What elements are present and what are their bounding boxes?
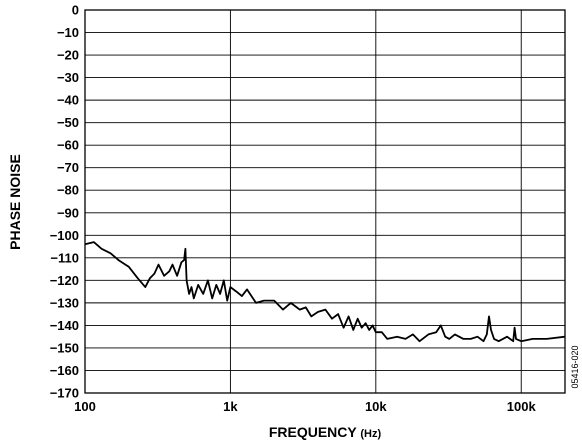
series-group: [84, 241, 566, 343]
y-tick-label: −80: [57, 183, 79, 198]
x-axis-title-main: FREQUENCY: [269, 424, 358, 440]
x-tick-label: 1k: [223, 399, 238, 414]
y-tick-label: −60: [57, 138, 79, 153]
y-tick-label: −110: [50, 250, 79, 265]
phase-noise-series-line: [84, 241, 566, 343]
y-tick-label: −90: [57, 205, 79, 220]
y-axis-title: PHASE NOISE: [7, 154, 23, 250]
y-tick-label: 0: [72, 3, 79, 18]
grid: [84, 9, 565, 394]
x-tick-label: 10k: [365, 399, 387, 414]
y-tick-label: −150: [50, 340, 79, 355]
y-tick-label: −160: [50, 363, 79, 378]
x-tick-label: 100k: [507, 399, 537, 414]
x-tick-label: 100: [74, 399, 96, 414]
y-tick-label: −70: [57, 160, 79, 175]
y-tick-label: −100: [50, 228, 79, 243]
y-tick-label: −120: [50, 273, 79, 288]
y-tick-label: −10: [57, 25, 79, 40]
y-tick-label: −20: [57, 48, 79, 63]
y-tick-label: −170: [50, 386, 79, 401]
plot-frame: [84, 9, 566, 394]
y-tick-label: −130: [50, 295, 79, 310]
x-axis-title: FREQUENCY (Hz): [269, 424, 382, 440]
y-tick-labels: 0 −10 −20 −30 −40 −50 −60 −70 −80 −90 −100 −110 −120…: [50, 3, 79, 401]
y-tick-label: −30: [57, 70, 79, 85]
x-tick-labels: 100 1k 10k 100k: [74, 399, 536, 414]
plot-background: [85, 10, 565, 393]
figure-id: 05416-020: [570, 345, 580, 388]
x-axis-title-unit: (Hz): [360, 428, 381, 440]
y-tick-label: −140: [50, 318, 79, 333]
y-tick-label: −50: [57, 115, 79, 130]
y-tick-label: −40: [57, 93, 79, 108]
